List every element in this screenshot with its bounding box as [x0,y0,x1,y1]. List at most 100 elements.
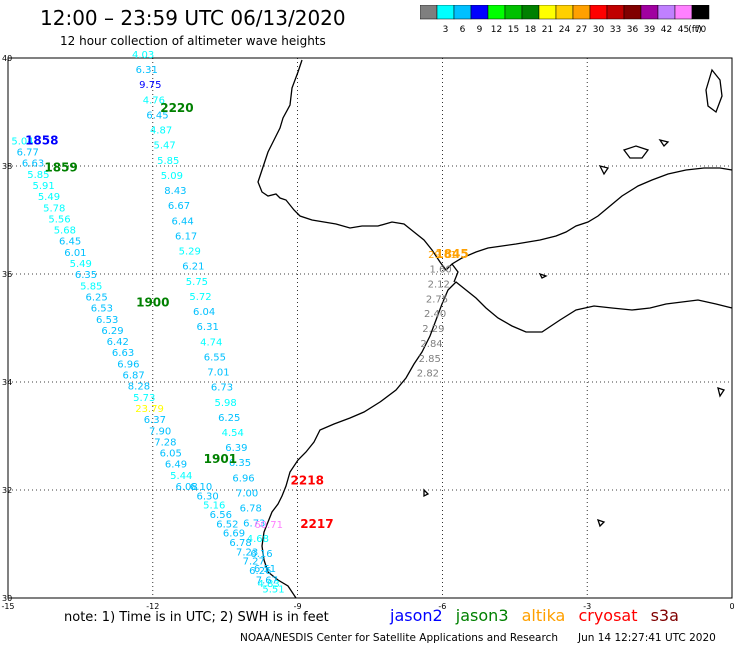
swh-value-label: 2.85 [419,354,441,365]
scale-label: 18 [525,25,537,35]
swh-value-label: 5.51 [262,585,284,596]
scale-label: 6 [460,25,466,35]
pass-time-label: 1900 [136,295,169,309]
swh-value-label: 6.96 [117,359,139,370]
scale-label: 70 [695,25,707,35]
swh-value-label: 4.87 [150,126,172,137]
swh-value-label: 6.31 [197,322,219,333]
lat-tick-label: 34 [2,378,12,387]
lat-lon-grid: 40 38 36 34 32 30-15 -12 -9 -6 -3 0 [1,54,734,611]
credit-line: NOAA/NESDIS Center for Satellite Applica… [240,632,558,644]
swh-value-label: 6.53 [91,304,113,315]
lat-tick-label: 30 [2,594,12,603]
swh-value-label: 29.01 [428,250,457,261]
swh-value-label: 5.91 [33,181,55,192]
scale-label: 15 [508,25,519,35]
swh-value-label: 6.17 [175,231,197,242]
swh-value-label: 4.03 [132,50,154,61]
swh-value-label: 6.96 [232,473,254,484]
coastline-iberia [257,59,733,271]
swh-value-label: 2.82 [417,369,439,380]
swh-value-label: 2.75 [426,294,448,305]
swh-value-label: 4.68 [247,534,269,545]
scale-label: 36 [627,25,639,35]
legend-jason2: jason2 [390,606,443,625]
swh-value-label: 2.29 [422,324,444,335]
satellite-legend: jason2 jason3 altika cryosat s3a [390,606,687,625]
scale-label: 9 [477,25,483,35]
legend-altika: altika [521,606,566,625]
swh-value-label: 6.53 [96,315,118,326]
map-frame [7,57,733,599]
scale-unit: (ft) [688,25,702,35]
swh-value-label: 6.52 [216,519,238,530]
coastline [257,59,733,599]
swh-value-label: 2.40 [424,309,446,320]
swh-value-label: 6.04 [193,307,215,318]
coastline-madeira [423,272,726,528]
altimeter-tracks: 4.03 6.31 9.75 4.76 6.45 4.87 5.47 5.85 5.09 8.43… [11,50,468,596]
swh-value-label: 5.98 [214,398,236,409]
swh-value-label: 5.72 [189,292,211,303]
lon-tick-label: 0 [729,602,734,611]
coastline-gibraltar [451,263,459,283]
swh-value-label: 2.84 [420,339,442,350]
scale-label: 3 [443,25,449,35]
swh-value-label: 6.42 [107,337,129,348]
pass-time-label: 1845 [435,247,468,261]
swh-value-label: 6.29 [101,326,123,337]
swh-value-label: 6.56 [210,510,232,521]
swh-value-label: 5.85 [27,170,49,181]
swh-value-label: 5.68 [54,226,76,237]
lat-tick-label: 38 [2,162,12,171]
swh-value-label: 5.49 [38,192,60,203]
swh-value-label: 6.35 [75,270,97,281]
scale-swatch [691,5,710,20]
swh-value-label: 6.35 [229,458,251,469]
swh-value-label: 6.55 [204,352,226,363]
coastline-baleares [598,138,670,176]
swh-value-label: 6.69 [223,529,245,540]
pass-time-label: 2217 [300,517,333,531]
scale-label: 24 [559,25,571,35]
swh-value-label: 7.90 [149,426,171,437]
coastline-sardinia [705,68,723,114]
swh-value-label: 1.60 [429,265,451,276]
swh-value-label: 6.05 [160,449,182,460]
lat-tick-label: 32 [2,486,12,495]
swh-value-label: 4.74 [200,337,222,348]
swh-value-label: 5.09 [161,171,183,182]
swh-value-label: 5.85 [80,281,102,292]
lon-tick-label: -6 [438,602,446,611]
map-border [7,57,733,599]
swh-value-label: 6.44 [171,216,193,227]
swh-value-label: 6.39 [225,443,247,454]
swh-value-label: 2.12 [428,280,450,291]
lon-tick-label: -3 [583,602,591,611]
lat-tick-label: 40 [2,54,12,63]
swh-value-label: 5.73 [133,393,155,404]
swh-value-label: 6.45 [146,110,168,121]
pass-time-label: 1901 [204,452,237,466]
footnote: note: 1) Time is in UTC; 2) SWH is in fe… [64,610,329,625]
scale-label: 42 [661,25,672,35]
swh-value-label: 6.77 [17,148,39,159]
pass-time-label: 2220 [160,101,193,115]
swh-value-label: 5.56 [48,214,70,225]
swh-value-label: 6.25 [85,292,107,303]
swh-value-label: 6.37 [144,415,166,426]
swh-value-label: 6.87 [123,371,145,382]
swh-value-label: 6.73 [243,519,265,530]
scale-label: 12 [491,25,502,35]
swh-value-label: 6.73 [211,383,233,394]
swh-value-label: 6.25 [218,413,240,424]
swh-value-label: 9.75 [139,80,161,91]
swh-value-label: 5.04 [11,136,33,147]
swh-value-label: 7.00 [236,488,258,499]
color-scale: 3 6 9 12 15 18 21 24 27 30 33 36 39 42 45 70(ft) [420,5,710,35]
scale-label: 21 [542,25,553,35]
swh-value-label: 6.63 [112,348,134,359]
swh-value-label: 6.67 [168,201,190,212]
swh-value-label: 5.49 [70,259,92,270]
